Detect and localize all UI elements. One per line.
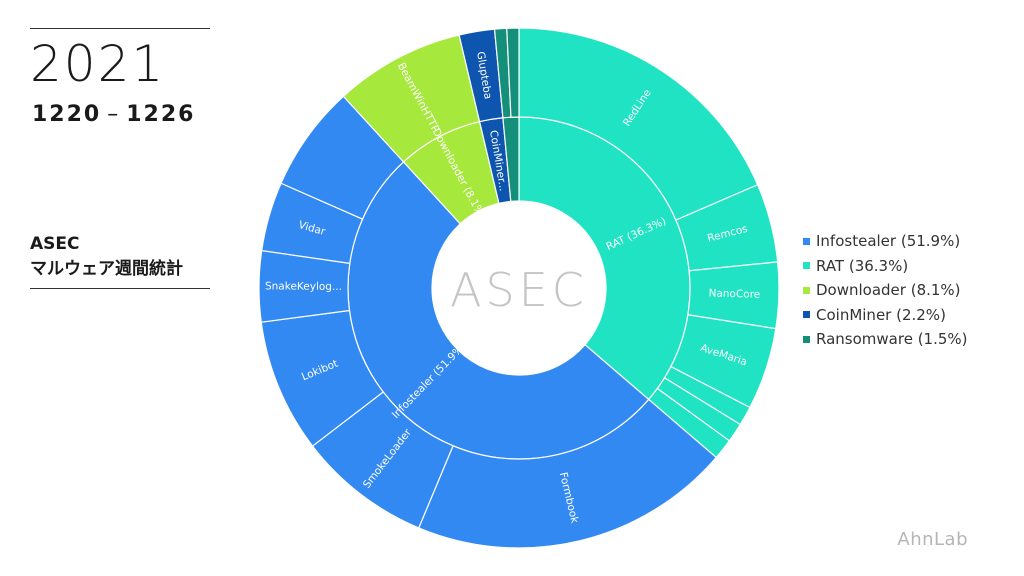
subtitle-line-2: マルウェア週間統計 [30, 259, 183, 279]
outer-slice-ransomware-1 [506, 27, 520, 118]
legend-label: Infostealer (51.9%) [816, 232, 961, 251]
legend-swatch [803, 286, 810, 294]
chart-legend: Infostealer (51.9%) RAT (36.3%) Downloader… [803, 229, 968, 352]
legend-label: CoinMiner (2.2%) [816, 305, 946, 324]
outer-label-nanocore: NanoCore [708, 287, 760, 300]
range-separator: – [107, 102, 121, 127]
subtitle-line-1: ASEC [30, 234, 80, 254]
chart-center-hole [433, 202, 605, 374]
legend-item-coinminer: CoinMiner (2.2%) [803, 303, 968, 328]
legend-swatch [803, 335, 810, 343]
legend-label: Downloader (8.1%) [816, 281, 961, 300]
legend-swatch [803, 311, 810, 319]
legend-swatch [803, 262, 810, 270]
subtitle-rule [30, 288, 210, 289]
outer-slice-formbook [417, 398, 718, 549]
legend-item-rat: RAT (36.3%) [803, 254, 968, 279]
report-subtitle: ASEC マルウェア週間統計 [30, 232, 183, 282]
legend-item-downloader: Downloader (8.1%) [803, 278, 968, 303]
range-end: 1226 [126, 102, 196, 127]
legend-swatch [803, 237, 810, 245]
date-range: 1220–1226 [32, 102, 195, 127]
asec-center-logo: ASEC [450, 263, 588, 317]
legend-item-infostealer: Infostealer (51.9%) [803, 229, 968, 254]
legend-item-ransomware: Ransomware (1.5%) [803, 327, 968, 352]
ahnlab-logo: AhnLab [897, 529, 968, 550]
legend-label: RAT (36.3%) [816, 256, 909, 275]
top-rule [30, 28, 210, 29]
outer-label-snakekeylog: SnakeKeylog... [265, 280, 342, 292]
range-start: 1220 [32, 102, 102, 127]
legend-label: Ransomware (1.5%) [816, 330, 968, 349]
year-title: 2021 [30, 35, 166, 93]
